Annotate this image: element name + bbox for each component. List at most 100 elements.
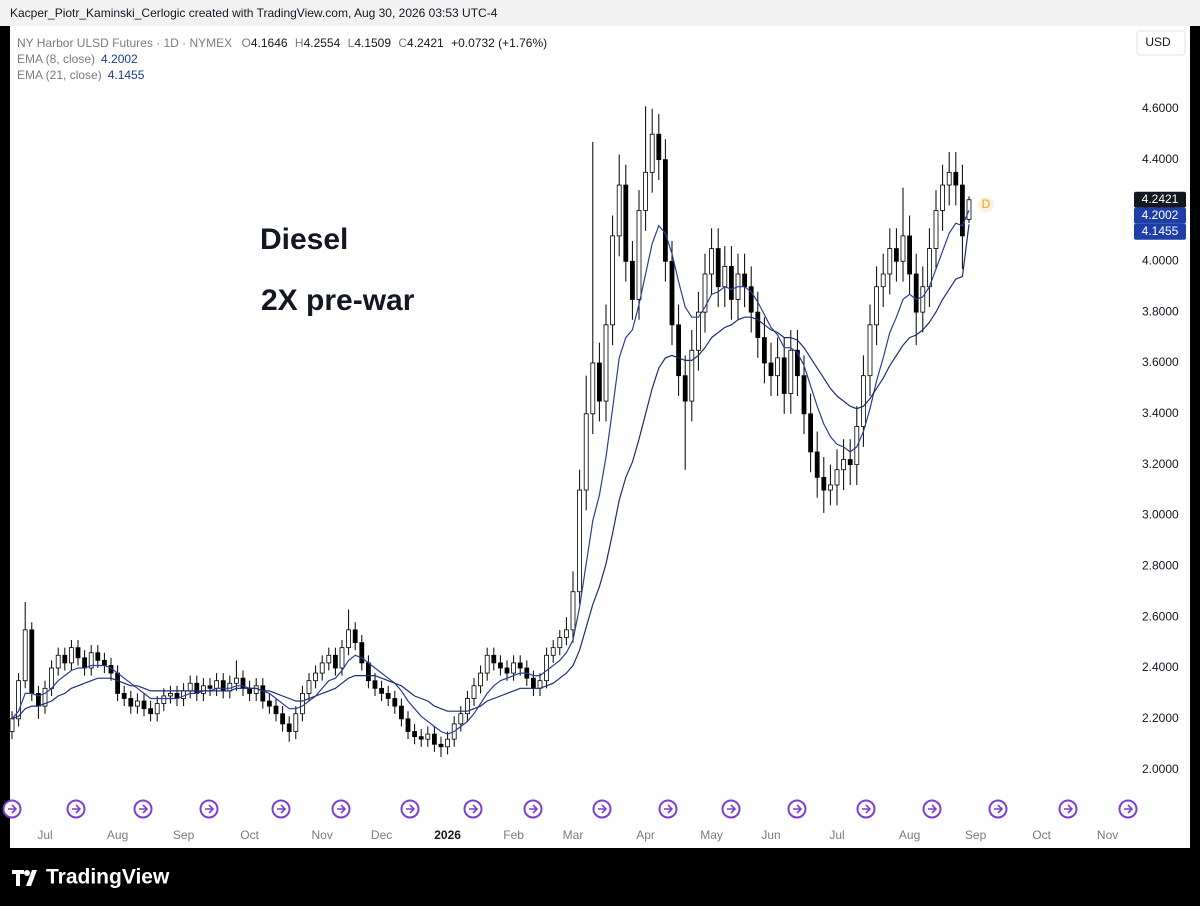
candle-body [266, 700, 272, 707]
candle-body [649, 133, 655, 173]
event-icon [133, 799, 153, 819]
candle-body [247, 687, 253, 694]
candle-body [682, 375, 688, 402]
candle-body [115, 672, 120, 694]
candle-body [62, 654, 68, 664]
candle-body [214, 680, 220, 689]
candle-body [504, 667, 510, 674]
candle-body [346, 629, 352, 649]
candle-body [194, 682, 200, 694]
candle-body [722, 265, 728, 288]
candle-body [431, 733, 437, 745]
ohlc-label: H [294, 36, 304, 50]
event-arrow [277, 804, 287, 814]
candle-body [313, 672, 319, 682]
legend-entry: EMA (8, close) [17, 52, 96, 66]
candle-body [95, 652, 101, 661]
event-arrow [862, 804, 872, 814]
candle-body [913, 273, 919, 313]
candle-body [630, 260, 635, 300]
candle-body [29, 629, 35, 694]
candle-body [603, 324, 609, 402]
legend-ema: EMA (21, close) 4.1455 [17, 68, 144, 82]
event-arrow [529, 804, 539, 814]
candle-body [332, 654, 338, 669]
ema-value: 4.2002 [101, 52, 138, 66]
y-tick-label: 2.2000 [1142, 711, 1179, 725]
event-arrow [664, 804, 674, 814]
candle-body [808, 413, 813, 453]
candle-body [412, 731, 418, 738]
candle-body [755, 311, 761, 338]
y-tick-label: 3.2000 [1142, 457, 1179, 471]
event-icon [721, 799, 741, 819]
event-icon [922, 799, 942, 819]
candle-body [405, 718, 411, 732]
candle-body [966, 199, 972, 220]
candle-body [82, 657, 87, 669]
candle-body [557, 637, 563, 649]
candle-body [887, 248, 893, 275]
candle-body [590, 362, 596, 415]
x-tick-label: Aug [899, 828, 920, 842]
x-tick-label: Jul [37, 828, 52, 842]
candle-body [874, 286, 879, 326]
ohlc-value: 4.2554 [303, 36, 341, 50]
candle-body [729, 265, 734, 300]
x-tick-label: Oct [1032, 828, 1051, 842]
event-icon [592, 799, 612, 819]
candle-body [689, 349, 695, 402]
candle-body [438, 743, 444, 748]
symbol: NY Harbor ULSD Futures · 1D · NYMEX [17, 36, 233, 50]
currency: USD [1145, 35, 1171, 49]
session-marker-bg [978, 196, 994, 213]
candle-body [960, 184, 965, 237]
x-tick-label: Apr [636, 828, 655, 842]
candle-body [834, 469, 840, 486]
candle-body [715, 248, 721, 288]
change: +0.0732 (+1.76%) [451, 36, 548, 50]
candle-body [814, 451, 820, 478]
x-tick-label: Sep [173, 828, 195, 842]
candle-body [742, 273, 747, 288]
candle-body [42, 687, 48, 707]
candle-body [821, 476, 827, 491]
event-arrow [598, 804, 608, 814]
x-tick-label: Aug [107, 828, 128, 842]
brand: TradingView [46, 866, 170, 889]
y-tick-label: 4.6000 [1142, 101, 1179, 115]
event-icon [787, 799, 807, 819]
candle-body [88, 652, 94, 669]
candle-body [544, 654, 549, 682]
event-icon [658, 799, 678, 819]
price-tag-label: 4.2421 [1142, 192, 1179, 206]
candle-body [478, 672, 484, 687]
candle-body [656, 133, 662, 161]
candle-body [788, 349, 794, 394]
candle-body [550, 647, 556, 656]
legend-ohlc: NY Harbor ULSD Futures · 1D · NYMEX O4.1… [17, 36, 547, 50]
candle-body [511, 662, 517, 674]
event-arrow [337, 804, 347, 814]
candle-body [696, 311, 701, 351]
candle-body [748, 286, 754, 313]
candle-body [161, 695, 167, 704]
x-tick-label: Dec [371, 828, 392, 842]
candle-body [636, 210, 642, 300]
annotation: Diesel [260, 223, 348, 256]
candle-body [531, 677, 536, 689]
ohlc-value: 4.2421 [407, 36, 444, 50]
x-tick-label: Feb [503, 828, 524, 842]
candle-body [200, 685, 206, 694]
price-tag [1134, 223, 1186, 240]
price-tag [1134, 207, 1186, 224]
candle-body [927, 248, 932, 288]
event-icon [463, 799, 483, 819]
event-icon [1118, 799, 1138, 819]
ema-line [11, 210, 970, 735]
attribution: Kacper_Piotr_Kaminski_Cerlogic created w… [10, 6, 498, 20]
candle-body [623, 184, 629, 262]
y-tick-label: 2.0000 [1142, 762, 1179, 776]
candle-body [260, 685, 266, 702]
